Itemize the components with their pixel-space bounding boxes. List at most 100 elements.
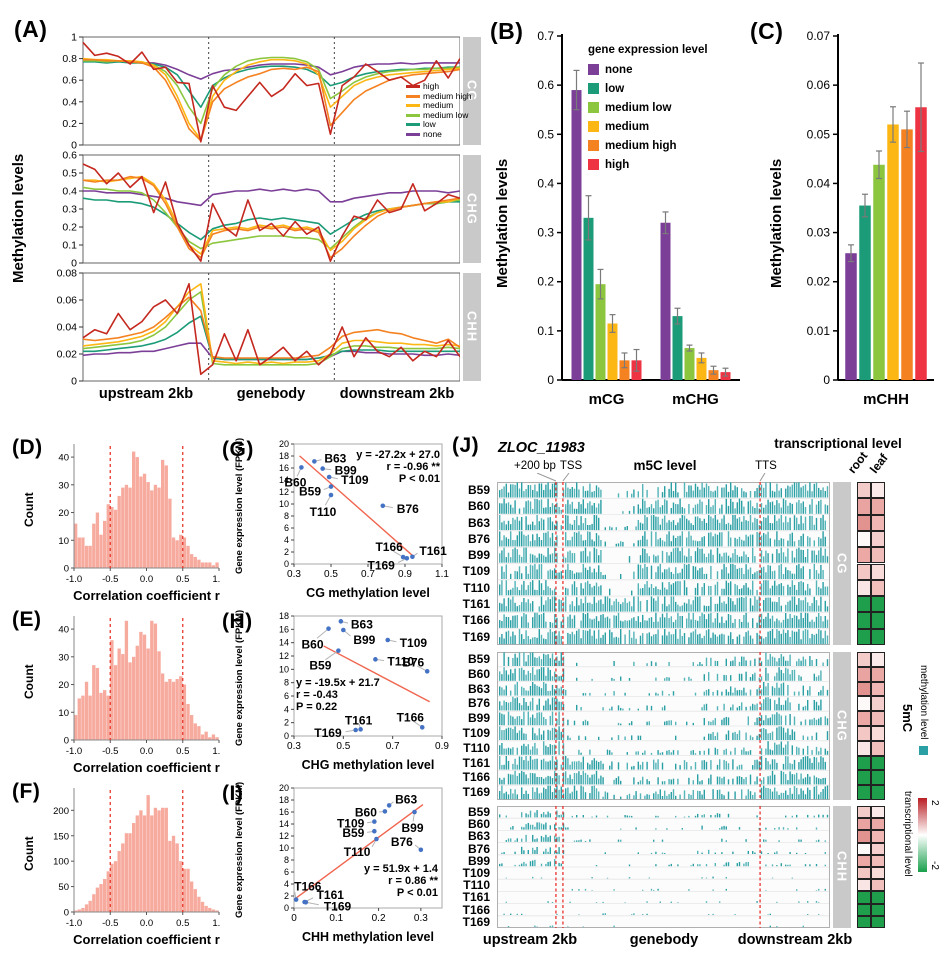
panel-i-label: (I) [222,782,244,805]
point-label-T169: T169 [367,558,395,572]
5mc-legend-swatch [919,746,928,755]
svg-text:1.0: 1.0 [212,918,220,929]
legend-item-high: high [406,81,472,92]
heatmap-cell [871,696,885,712]
panel-h-scatter: 0 2 4 6 8 10 12 14 16 18 0.3 0.5 0.7 0.9 B63 B60 B99 T109… [279,611,449,772]
heatmap-cell [871,830,885,843]
point-label-B76: B76 [391,835,413,849]
bar-mCHH-low [859,205,871,380]
scatter-point-T166 [400,554,406,560]
sample-label: B99 [467,711,490,726]
svg-text:0.3: 0.3 [537,226,554,240]
svg-text:1.0: 1.0 [212,574,220,585]
svg-text:0.3: 0.3 [414,913,428,924]
svg-text:2: 2 [284,547,289,557]
heatmap-cell [857,726,871,741]
panel-a-chg-chart: 0.6 0.5 0.4 0.3 0.2 0.1 0 [62,151,460,269]
sample-labels-CG: B59 B60 B63 B76 B99 T109 T110 T161 T166 T169 [452,482,494,645]
m5c-level-label: m5C level [633,458,697,473]
svg-text:0.5: 0.5 [62,168,77,180]
panel-e-ylabel: Count [22,664,36,700]
svg-text:12: 12 [279,831,289,841]
svg-text:0: 0 [64,908,69,919]
point-label-T161: T161 [345,713,373,727]
point-label-T110: T110 [387,654,414,668]
bar-mCHH-medium-low [873,164,885,380]
svg-text:0: 0 [284,731,289,741]
panel-d: (D) Count 0 10 20 30 40 -1.0 -0.5 0.0 0.5 1.0 Corr… [12,436,220,608]
heatmap-cell [871,711,885,726]
svg-text:0.02: 0.02 [57,349,78,361]
point-label-T161: T161 [419,544,447,558]
bar-mCHG-medium-high [708,370,719,380]
svg-text:-0.5: -0.5 [102,918,118,929]
scatter-point-B60 [299,465,304,470]
panel-j-label: (J) [452,434,480,457]
heatmap-cell [857,498,871,515]
track-block-CHG [497,652,830,800]
panel-a-label: (A) [14,16,48,42]
point-label-T110: T110 [310,505,337,519]
sample-label: T161 [462,597,490,612]
heatmap-cell [857,530,871,548]
transcriptional-level-header: transcriptional level [774,436,902,451]
point-label-B60: B60 [355,805,377,819]
svg-text:-1.0: -1.0 [66,574,82,585]
scatter-point-B63 [338,619,344,624]
heatmap-cell [871,563,885,580]
svg-text:0.9: 0.9 [398,569,412,580]
point-label-B76: B76 [402,655,424,669]
scatter-point-B63 [312,459,317,464]
series-medium low [82,291,460,366]
track-block-CHH [497,806,830,928]
heatmap-cell [857,770,871,786]
svg-text:0.0: 0.0 [140,746,153,757]
context-cg-label: CG [464,80,480,102]
svg-text:mCHG: mCHG [672,391,719,408]
svg-text:0.6: 0.6 [62,151,77,162]
legend-line-swatch [406,123,420,127]
sample-label: T110 [463,580,490,595]
sample-label: B59 [467,652,490,666]
svg-text:20: 20 [279,439,289,449]
panel-c: (C) Methylation levels 0 0.01 0.02 0.03 0.04… [748,8,944,432]
sample-label: B76 [467,531,490,546]
scatter-point-B76 [380,503,386,509]
svg-text:14: 14 [279,638,289,648]
panel-i-scatter: 0 2 4 6 8 10 12 14 16 18 20 0 0.1 0.2 0.3 B63 B60 B99 T109… [279,783,443,944]
svg-text:40: 40 [58,453,69,464]
panel-a-chh-chart: 0.08 0.06 0.04 0.02 0 [57,269,460,387]
transcriptional-colorbar [918,798,927,872]
heatmap-cell [857,806,871,819]
panel-a-context-bar-cg: CG [463,37,481,145]
svg-text:6: 6 [284,867,289,877]
scatter-point-B59 [372,828,377,834]
svg-text:0.08: 0.08 [57,269,78,280]
heatmap-cell [871,867,885,880]
bar-mCG-low [583,217,594,380]
point-label-T161: T161 [317,888,345,902]
point-label-B99: B99 [353,633,375,647]
heatmap-cell [857,891,871,904]
heatmap-cell [857,482,871,499]
panel-a-xlabel-downstream: downstream 2kb [339,386,455,402]
point-label-T166: T166 [397,710,425,724]
sample-label: B60 [467,817,490,832]
bar-mCG-medium [607,323,618,380]
svg-text:0.5: 0.5 [176,918,189,929]
scatter-point-T169 [404,556,410,561]
svg-text:0.03: 0.03 [807,226,831,240]
svg-text:0.3: 0.3 [287,569,301,580]
legend-item-medium-high: medium high [406,91,472,102]
sample-label: B60 [467,666,490,681]
svg-text:0.3: 0.3 [287,741,301,752]
scatter-point-B60 [326,626,331,631]
svg-text:0.5: 0.5 [537,127,554,141]
heatmap-cell [871,903,885,916]
colorbar-title: transcriptional level [902,791,913,877]
legend-item-none: none [588,60,746,79]
heatmap-cell [857,740,871,756]
svg-text:0.0: 0.0 [140,918,153,929]
scatter-point-B59 [328,484,334,489]
panel-a-legend: high medium high medium medium low low none [406,81,472,139]
